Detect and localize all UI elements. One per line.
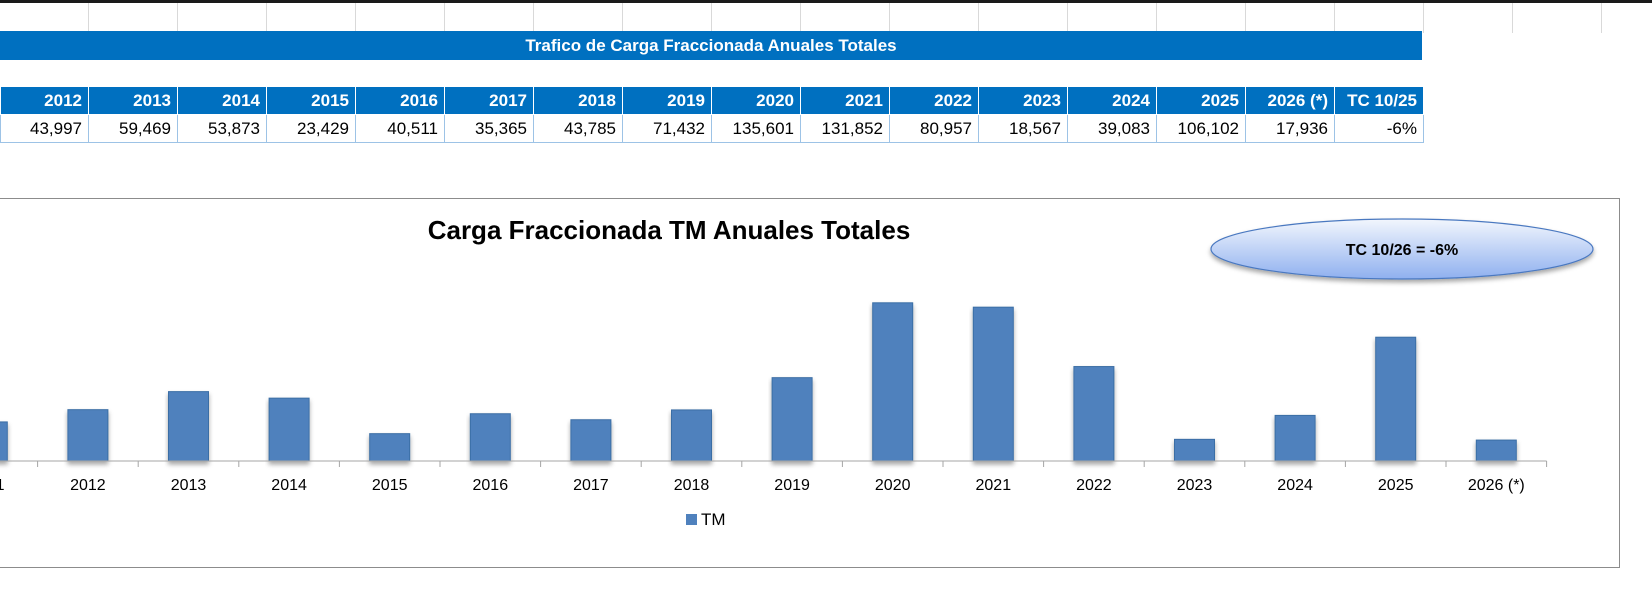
- table-cell: 59,469: [88, 114, 178, 143]
- bar-2012[interactable]: [67, 409, 109, 462]
- bar-2018[interactable]: [671, 409, 712, 462]
- bar-2016[interactable]: [469, 413, 511, 462]
- bar-2022[interactable]: [1073, 366, 1115, 462]
- table-header-cell: 2022: [889, 87, 979, 115]
- bar-2024[interactable]: [1274, 414, 1316, 462]
- bar-2025[interactable]: [1375, 336, 1417, 462]
- bar-series-tm: [0, 302, 1517, 462]
- sheet-gridlines: [0, 3, 1652, 33]
- bar-2023[interactable]: [1174, 438, 1215, 462]
- table-cell: 106,102: [1156, 114, 1246, 143]
- bar-2014[interactable]: [268, 397, 310, 462]
- legend-label: TM: [701, 510, 726, 529]
- table-header-cell: 2016: [355, 87, 445, 115]
- table-header-cell: 2012: [0, 87, 89, 115]
- x-axis-ticks: [37, 461, 1548, 467]
- table-cell: 53,873: [177, 114, 267, 143]
- x-tick-label: 2022: [1076, 477, 1112, 494]
- table-cell: 71,432: [622, 114, 712, 143]
- bar-2021[interactable]: [972, 306, 1014, 462]
- bar-2015[interactable]: [369, 433, 411, 462]
- table-cell: 40,511: [355, 114, 445, 143]
- table-cell: 80,957: [889, 114, 979, 143]
- table-cell: 131,852: [800, 114, 890, 143]
- x-tick-label: 2025: [1378, 477, 1414, 494]
- table-header-cell: 2018: [533, 87, 623, 115]
- x-tick-label: 2015: [372, 477, 408, 494]
- x-tick-label: 2026 (*): [1468, 477, 1525, 494]
- bar-2013[interactable]: [168, 391, 209, 462]
- x-tick-label: 2016: [473, 477, 509, 494]
- table-cell: 23,429: [266, 114, 356, 143]
- table-cell: 43,997: [0, 114, 89, 143]
- table-cell: 35,365: [444, 114, 534, 143]
- x-tick-label: 2018: [674, 477, 710, 494]
- table-cell: -6%: [1334, 114, 1424, 143]
- tc-callout-text: TC 10/26 = -6%: [1346, 242, 1459, 259]
- chart-area[interactable]: Carga Fraccionada TM Anuales Totales 201…: [0, 198, 1620, 568]
- table-header-cell: 2020: [711, 87, 801, 115]
- table-banner-title: Trafico de Carga Fraccionada Anuales Tot…: [0, 31, 1422, 60]
- table-header-cell: 2015: [266, 87, 356, 115]
- table-header-row: 2012 2013 2014 2015 2016 2017 2018 2019 2020 2021…: [0, 87, 1424, 115]
- traffic-table: 2012 2013 2014 2015 2016 2017 2018 2019 2020 2021…: [0, 87, 1424, 143]
- bar-2026[interactable]: [1475, 439, 1517, 462]
- table-row: 43,997 59,469 53,873 23,429 40,511 35,365 43,7…: [0, 114, 1424, 143]
- x-tick-label: 2013: [171, 477, 207, 494]
- table-header-cell: 2025: [1156, 87, 1246, 115]
- table-cell: 135,601: [711, 114, 801, 143]
- bar-2011[interactable]: [0, 421, 8, 462]
- table-header-cell: 2023: [978, 87, 1068, 115]
- table-cell: 43,785: [533, 114, 623, 143]
- legend-swatch: [686, 514, 697, 525]
- x-axis-labels: 2011 2012 2013 2014 2015 2016 2017 2018 2019 2020…: [0, 477, 1525, 494]
- bar-2019[interactable]: [771, 377, 813, 462]
- table-header-cell: 2021: [800, 87, 890, 115]
- x-tick-label: 2019: [774, 477, 810, 494]
- table-header-cell: TC 10/25: [1334, 87, 1424, 115]
- x-tick-label: 2014: [271, 477, 307, 494]
- tc-callout[interactable]: TC 10/26 = -6%: [1210, 218, 1594, 280]
- bar-chart: Carga Fraccionada TM Anuales Totales 201…: [0, 215, 1594, 529]
- x-tick-label: 2011: [0, 477, 5, 494]
- bar-2020[interactable]: [872, 302, 914, 462]
- table-header-cell: 2019: [622, 87, 712, 115]
- chart-title: Carga Fraccionada TM Anuales Totales: [428, 215, 911, 245]
- x-tick-label: 2012: [70, 477, 106, 494]
- bar-2017[interactable]: [570, 419, 612, 462]
- table-header-cell: 2024: [1067, 87, 1157, 115]
- table-cell: 17,936: [1245, 114, 1335, 143]
- table-header-cell: 2017: [444, 87, 534, 115]
- table-cell: 39,083: [1067, 114, 1157, 143]
- x-tick-label: 2024: [1277, 477, 1313, 494]
- x-tick-label: 2017: [573, 477, 609, 494]
- x-tick-label: 2021: [976, 477, 1012, 494]
- table-cell: 18,567: [978, 114, 1068, 143]
- sheet-top-border: [0, 0, 1652, 3]
- table-header-cell: 2013: [88, 87, 178, 115]
- table-header-cell: 2014: [177, 87, 267, 115]
- legend: TM: [686, 510, 726, 529]
- table-header-cell: 2026 (*): [1245, 87, 1335, 115]
- x-tick-label: 2020: [875, 477, 911, 494]
- x-tick-label: 2023: [1177, 477, 1213, 494]
